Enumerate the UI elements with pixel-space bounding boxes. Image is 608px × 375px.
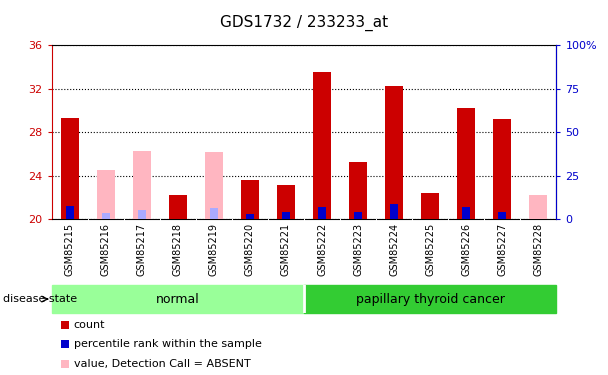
Bar: [205, 152, 223, 219]
Bar: [385, 86, 403, 219]
Bar: [313, 72, 331, 219]
Bar: [499, 212, 506, 219]
Bar: [530, 195, 547, 219]
Text: GSM85222: GSM85222: [317, 223, 327, 276]
Text: GSM85223: GSM85223: [353, 223, 363, 276]
Bar: [282, 212, 290, 219]
Bar: [133, 151, 151, 219]
Text: GSM85219: GSM85219: [209, 223, 219, 276]
Bar: [210, 209, 218, 219]
Bar: [390, 204, 398, 219]
Text: percentile rank within the sample: percentile rank within the sample: [74, 339, 261, 349]
Text: count: count: [74, 320, 105, 330]
Text: papillary thyroid cancer: papillary thyroid cancer: [356, 292, 505, 306]
Bar: [241, 180, 259, 219]
Bar: [493, 119, 511, 219]
Text: GSM85224: GSM85224: [389, 223, 399, 276]
Bar: [102, 213, 109, 219]
Bar: [354, 212, 362, 219]
Text: GSM85228: GSM85228: [533, 223, 544, 276]
Bar: [304, 285, 556, 313]
Text: GSM85220: GSM85220: [245, 223, 255, 276]
Text: GSM85216: GSM85216: [101, 223, 111, 276]
Bar: [457, 108, 475, 219]
Bar: [52, 285, 304, 313]
Text: value, Detection Call = ABSENT: value, Detection Call = ABSENT: [74, 359, 250, 369]
Text: GSM85221: GSM85221: [281, 223, 291, 276]
Bar: [462, 207, 470, 219]
Text: GDS1732 / 233233_at: GDS1732 / 233233_at: [220, 15, 388, 31]
Text: GSM85225: GSM85225: [425, 223, 435, 276]
Bar: [97, 170, 115, 219]
Text: GSM85215: GSM85215: [64, 223, 75, 276]
Bar: [61, 118, 78, 219]
Bar: [246, 214, 254, 219]
Bar: [318, 207, 326, 219]
Text: GSM85217: GSM85217: [137, 223, 147, 276]
Bar: [169, 195, 187, 219]
Bar: [349, 162, 367, 219]
Text: normal: normal: [156, 292, 199, 306]
Bar: [66, 206, 74, 219]
Text: GSM85218: GSM85218: [173, 223, 183, 276]
Text: GSM85226: GSM85226: [461, 223, 471, 276]
Bar: [421, 193, 439, 219]
Text: disease state: disease state: [3, 294, 77, 304]
Bar: [277, 184, 295, 219]
Bar: [138, 210, 146, 219]
Text: GSM85227: GSM85227: [497, 223, 507, 276]
